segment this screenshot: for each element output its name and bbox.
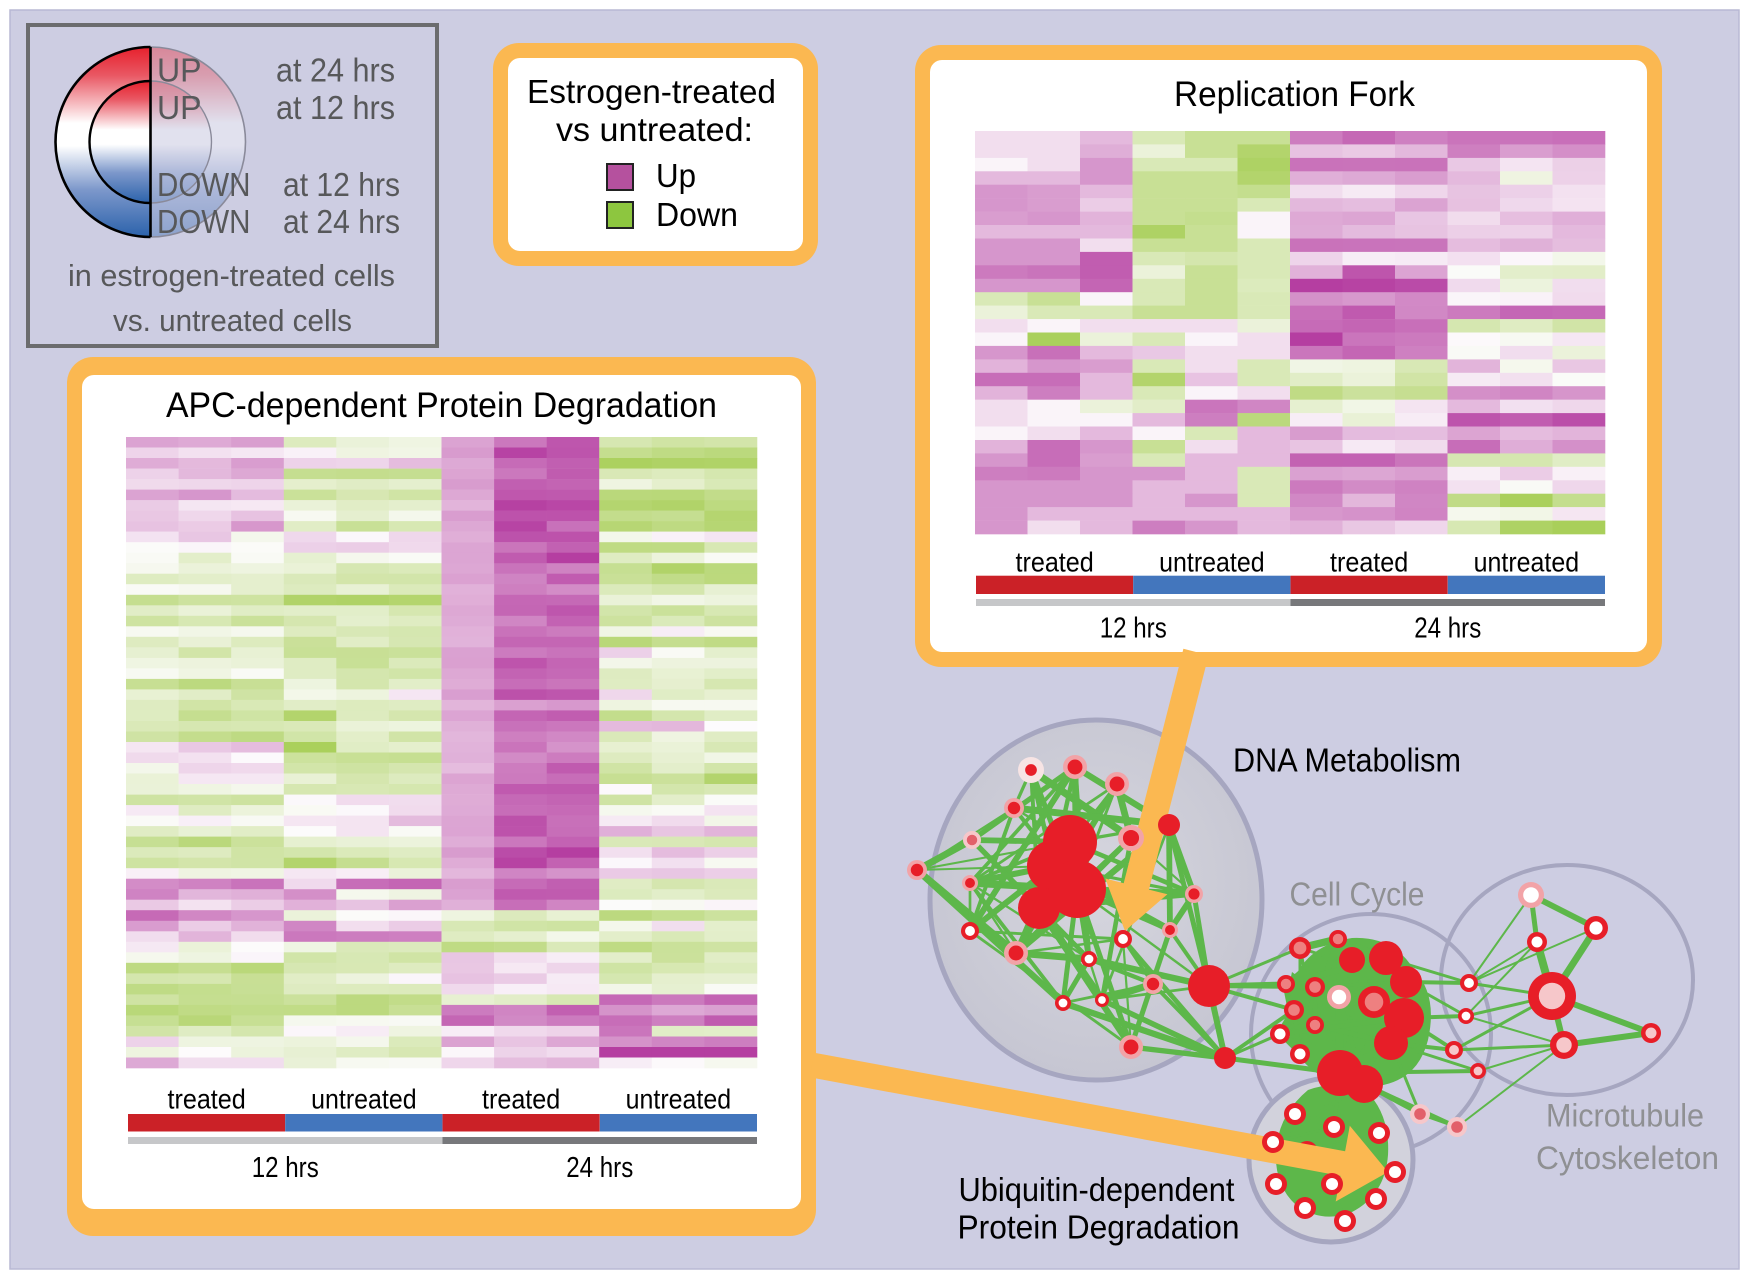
svg-text:untreated: untreated (1474, 547, 1579, 578)
svg-text:untreated: untreated (311, 1084, 416, 1115)
svg-text:Protein Degradation: Protein Degradation (958, 1209, 1240, 1246)
svg-text:untreated: untreated (1159, 547, 1264, 578)
svg-text:treated: treated (1330, 547, 1408, 578)
svg-text:UP: UP (157, 52, 202, 89)
svg-text:at 24 hrs: at 24 hrs (276, 52, 395, 89)
svg-text:untreated: untreated (626, 1084, 731, 1115)
svg-text:at 24 hrs: at 24 hrs (283, 203, 400, 240)
svg-text:Microtubule: Microtubule (1546, 1098, 1704, 1134)
svg-text:Replication Fork: Replication Fork (1174, 75, 1415, 114)
svg-text:Cell Cycle: Cell Cycle (1290, 876, 1425, 913)
svg-text:Ubiquitin-dependent: Ubiquitin-dependent (959, 1171, 1235, 1208)
svg-text:DOWN: DOWN (157, 166, 251, 203)
svg-text:treated: treated (482, 1084, 560, 1115)
svg-text:24 hrs: 24 hrs (566, 1152, 633, 1184)
svg-text:vs untreated:: vs untreated: (556, 111, 753, 148)
svg-text:Estrogen-treated: Estrogen-treated (527, 73, 776, 110)
svg-text:at 12 hrs: at 12 hrs (283, 166, 400, 203)
svg-text:12 hrs: 12 hrs (1100, 613, 1167, 645)
svg-text:DNA Metabolism: DNA Metabolism (1233, 742, 1461, 779)
svg-text:at 12 hrs: at 12 hrs (276, 89, 395, 126)
svg-text:DOWN: DOWN (157, 203, 251, 240)
svg-text:vs. untreated cells: vs. untreated cells (113, 303, 352, 338)
svg-text:24 hrs: 24 hrs (1414, 613, 1481, 645)
svg-text:UP: UP (157, 89, 202, 126)
svg-text:Cytoskeleton: Cytoskeleton (1536, 1140, 1719, 1176)
svg-text:Down: Down (656, 196, 738, 233)
svg-text:APC-dependent Protein Degradat: APC-dependent Protein Degradation (166, 386, 717, 425)
svg-text:treated: treated (1015, 547, 1093, 578)
svg-text:Up: Up (656, 157, 696, 194)
svg-text:in estrogen-treated cells: in estrogen-treated cells (68, 258, 395, 293)
svg-text:12 hrs: 12 hrs (252, 1152, 319, 1184)
svg-text:treated: treated (167, 1084, 245, 1115)
